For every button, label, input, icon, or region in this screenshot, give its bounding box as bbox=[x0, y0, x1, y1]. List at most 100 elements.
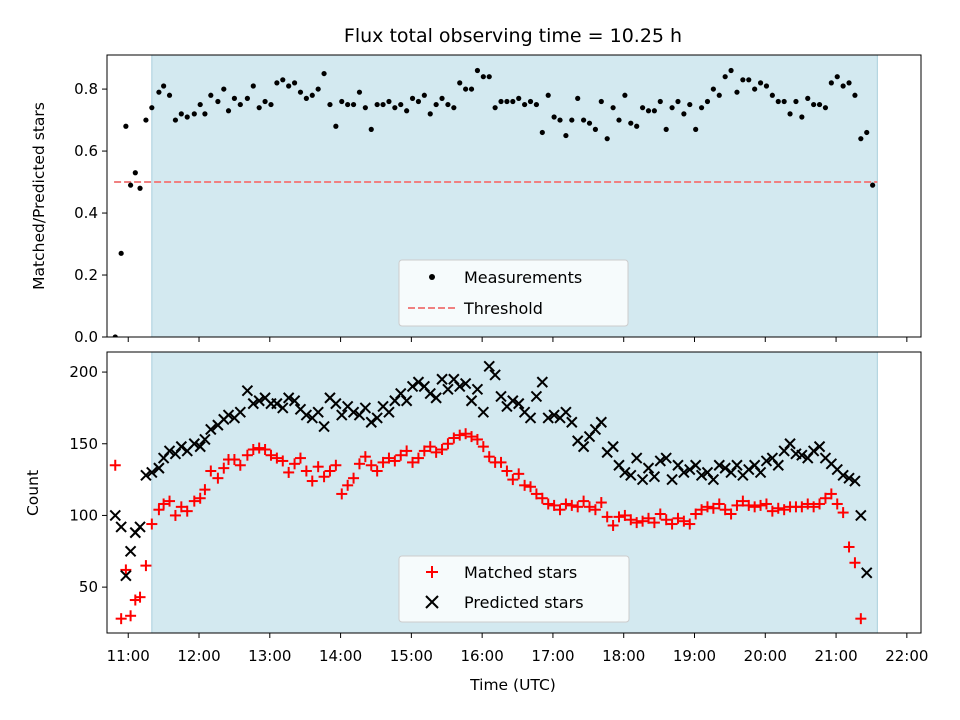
measurement-point bbox=[321, 70, 327, 77]
matched-star-point bbox=[796, 501, 808, 513]
measurement-point bbox=[132, 170, 138, 176]
matched-star-point bbox=[595, 497, 607, 509]
x-tick-label: 22:00 bbox=[885, 647, 928, 665]
measurement-point bbox=[781, 98, 787, 105]
matched-star-point bbox=[589, 504, 601, 516]
predicted-star-point bbox=[412, 376, 425, 388]
matched-star-point bbox=[578, 495, 590, 507]
predicted-star-point bbox=[607, 440, 619, 453]
predicted-star-point bbox=[495, 390, 507, 403]
matched-star-point bbox=[696, 504, 708, 516]
matched-star-point bbox=[660, 514, 672, 526]
matched-star-point bbox=[289, 458, 301, 470]
predicted-star-point bbox=[163, 445, 176, 457]
matched-star-point bbox=[194, 492, 206, 504]
predicted-star-point bbox=[536, 376, 549, 388]
measurement-point bbox=[675, 98, 681, 105]
matched-star-point bbox=[395, 449, 407, 461]
measurement-point bbox=[123, 123, 129, 129]
predicted-star-point bbox=[754, 466, 767, 479]
predicted-star-point bbox=[253, 395, 265, 407]
measurement-point bbox=[127, 182, 134, 188]
measurement-point bbox=[474, 67, 481, 74]
predicted-star-point bbox=[383, 406, 395, 418]
predicted-star-point bbox=[524, 412, 537, 424]
measurement-point bbox=[870, 182, 876, 188]
legend-matched-marker bbox=[426, 566, 438, 578]
matched-star-point bbox=[642, 512, 654, 524]
measurement-point bbox=[763, 83, 770, 89]
matched-star-point bbox=[566, 499, 578, 511]
predicted-star-point bbox=[630, 452, 643, 464]
predicted-star-point bbox=[577, 440, 590, 453]
measurement-point bbox=[710, 86, 716, 92]
ratio-legend: Measurements Threshold bbox=[398, 259, 629, 327]
measurement-point bbox=[202, 111, 208, 117]
predicted-star-point bbox=[371, 412, 383, 424]
legend-predicted-marker bbox=[425, 595, 439, 609]
predicted-star-point bbox=[660, 452, 672, 464]
matched-star-point bbox=[407, 456, 419, 468]
measurement-point bbox=[687, 101, 693, 108]
predicted-star-point bbox=[548, 409, 560, 421]
predicted-star-point bbox=[241, 385, 254, 397]
matched-star-point bbox=[495, 456, 507, 468]
measurement-point bbox=[166, 92, 173, 98]
measurement-point bbox=[486, 74, 492, 80]
predicted-star-point bbox=[530, 390, 543, 403]
matched-star-point bbox=[766, 505, 778, 517]
predicted-star-point bbox=[477, 406, 490, 418]
predicted-star-point bbox=[849, 475, 861, 487]
matched-star-point bbox=[294, 452, 306, 464]
measurement-point bbox=[533, 101, 540, 108]
x-tick-label: 20:00 bbox=[744, 647, 787, 665]
matched-star-point bbox=[814, 498, 826, 510]
predicted-star-point bbox=[560, 406, 572, 418]
matched-star-point bbox=[247, 443, 259, 455]
predicted-star-point bbox=[459, 377, 472, 390]
predicted-star-point bbox=[124, 545, 137, 557]
measurement-point bbox=[225, 108, 232, 114]
measurement-point bbox=[380, 101, 386, 108]
measurement-point bbox=[208, 92, 214, 98]
legend-measurements-label: Measurements bbox=[464, 268, 582, 287]
matched-star-point bbox=[324, 465, 336, 477]
predicted-star-point bbox=[513, 397, 525, 410]
predicted-star-point bbox=[837, 469, 849, 482]
matched-star-point bbox=[188, 495, 200, 507]
predicted-star-point bbox=[271, 397, 283, 410]
measurement-point bbox=[634, 123, 640, 129]
measurement-point bbox=[286, 83, 292, 89]
predicted-star-point bbox=[188, 438, 201, 450]
matched-star-point bbox=[199, 484, 211, 496]
matched-star-point bbox=[436, 443, 448, 455]
matched-star-point bbox=[613, 511, 625, 523]
measurement-point bbox=[728, 67, 734, 74]
matched-star-point bbox=[755, 499, 767, 511]
matched-star-point bbox=[353, 458, 365, 470]
matched-star-point bbox=[548, 499, 560, 511]
measurement-point bbox=[740, 77, 746, 83]
predicted-star-point bbox=[566, 416, 578, 428]
matched-star-point bbox=[607, 519, 619, 531]
measurement-point bbox=[392, 105, 398, 111]
predicted-star-point bbox=[194, 440, 206, 453]
matched-star-point bbox=[631, 517, 643, 529]
measurement-point bbox=[522, 101, 528, 108]
matched-star-point bbox=[300, 465, 312, 477]
matched-star-point bbox=[175, 501, 187, 513]
matched-star-point bbox=[306, 475, 318, 487]
measurement-point bbox=[439, 95, 445, 101]
chart-title: Flux total observing time = 10.25 h bbox=[344, 25, 682, 47]
predicted-star-point bbox=[454, 380, 466, 393]
measurement-point bbox=[468, 86, 475, 92]
matched-star-point bbox=[637, 515, 649, 527]
matched-star-point bbox=[471, 433, 483, 445]
matched-star-point bbox=[737, 495, 749, 507]
count-panel: 50 100 150 200 11:00 12:00 13:00 14:00 15:00 16:… bbox=[24, 351, 928, 665]
measurement-point bbox=[828, 80, 834, 86]
matched-star-point bbox=[389, 455, 401, 467]
measurement-point bbox=[172, 117, 179, 123]
matched-star-point bbox=[831, 498, 843, 510]
measurement-point bbox=[309, 92, 315, 98]
